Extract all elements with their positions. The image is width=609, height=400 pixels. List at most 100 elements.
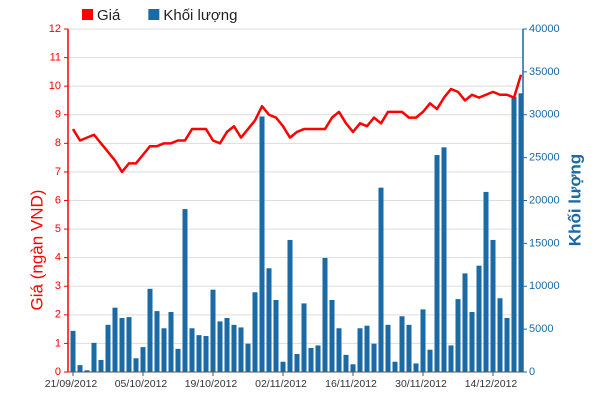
y-tick-label: 9 bbox=[55, 109, 61, 121]
y2-tick-label: 10000 bbox=[529, 280, 560, 292]
y2-tick-label: 0 bbox=[529, 366, 535, 378]
x-tick-label: 19/10/2012 bbox=[185, 378, 238, 390]
volume-bar bbox=[392, 361, 398, 372]
volume-bar bbox=[483, 191, 489, 372]
volume-bar bbox=[252, 292, 258, 372]
volume-bar bbox=[294, 353, 300, 372]
volume-bar bbox=[182, 209, 188, 372]
x-tick-label: 14/12/2012 bbox=[465, 378, 518, 390]
y-tick-label: 2 bbox=[55, 309, 61, 321]
volume-bar bbox=[511, 96, 517, 373]
x-tick-label: 21/09/2012 bbox=[45, 378, 98, 390]
volume-bar bbox=[406, 324, 412, 372]
y-tick-label: 10 bbox=[49, 80, 61, 92]
volume-bar bbox=[476, 265, 482, 372]
volume-bar bbox=[266, 268, 272, 372]
volume-bar bbox=[259, 116, 265, 372]
volume-bar bbox=[343, 354, 349, 372]
volume-bar bbox=[196, 335, 202, 372]
volume-bar bbox=[434, 155, 440, 372]
y-axis-label: Giá (ngàn VND) bbox=[27, 190, 46, 311]
volume-bar bbox=[357, 328, 363, 372]
volume-bar bbox=[119, 317, 125, 372]
volume-bar bbox=[518, 93, 524, 372]
volume-bar bbox=[441, 147, 447, 372]
volume-bar bbox=[140, 347, 146, 372]
volume-bar bbox=[336, 328, 342, 372]
y2-tick-label: 20000 bbox=[529, 194, 560, 206]
y-tick-label: 4 bbox=[55, 252, 61, 264]
volume-bar bbox=[455, 299, 461, 372]
volume-bar bbox=[280, 361, 286, 372]
volume-bar bbox=[133, 358, 139, 372]
volume-bar bbox=[70, 330, 76, 372]
volume-bar bbox=[413, 363, 419, 372]
volume-bar bbox=[161, 328, 167, 372]
volume-bar bbox=[385, 324, 391, 372]
x-tick-label: 05/10/2012 bbox=[115, 378, 168, 390]
y-tick-label: 7 bbox=[55, 166, 61, 178]
volume-bar bbox=[350, 364, 356, 372]
y-tick-label: 12 bbox=[49, 23, 61, 35]
y-tick-label: 8 bbox=[55, 137, 61, 149]
y2-tick-label: 5000 bbox=[529, 323, 553, 335]
volume-bar bbox=[112, 307, 118, 372]
y2-tick-label: 30000 bbox=[529, 109, 560, 121]
volume-bar bbox=[329, 299, 335, 372]
x-tick-label: 16/11/2012 bbox=[325, 378, 377, 390]
volume-bar bbox=[287, 239, 293, 372]
price-line bbox=[71, 74, 523, 174]
y2-tick-label: 35000 bbox=[529, 66, 560, 78]
y-tick-label: 5 bbox=[55, 223, 61, 235]
y2-tick-label: 15000 bbox=[529, 237, 560, 249]
volume-bar bbox=[189, 328, 195, 372]
volume-bar bbox=[427, 349, 433, 372]
volume-bar bbox=[84, 370, 90, 372]
volume-bar bbox=[217, 321, 223, 372]
volume-bar bbox=[378, 187, 384, 372]
y-tick-label: 6 bbox=[55, 194, 61, 206]
volume-bar bbox=[315, 345, 321, 372]
volume-bar bbox=[238, 327, 244, 372]
volume-bar bbox=[497, 298, 503, 372]
volume-bar bbox=[77, 365, 83, 372]
volume-bar bbox=[126, 317, 132, 372]
volume-bar bbox=[308, 347, 314, 372]
y-tick-label: 11 bbox=[50, 51, 61, 63]
volume-bar bbox=[231, 324, 237, 372]
volume-bar bbox=[301, 303, 307, 372]
volume-bar bbox=[469, 311, 475, 372]
volume-bar bbox=[203, 335, 209, 372]
y2-tick-label: 25000 bbox=[529, 152, 560, 164]
y2-axis-label: Khối lượng bbox=[565, 154, 584, 246]
volume-bar bbox=[504, 317, 510, 372]
x-tick-label: 30/11/2012 bbox=[395, 378, 447, 390]
volume-bar bbox=[420, 309, 426, 372]
y-tick-label: 1 bbox=[55, 337, 61, 349]
y-tick-label: 3 bbox=[55, 280, 61, 292]
volume-bar bbox=[462, 273, 468, 372]
volume-bar bbox=[175, 348, 181, 372]
y2-tick-label: 40000 bbox=[529, 23, 560, 35]
volume-bar bbox=[210, 289, 216, 372]
volume-bar bbox=[224, 317, 230, 372]
volume-bar bbox=[490, 239, 496, 372]
legend-label: Giá bbox=[97, 7, 121, 24]
legend-label: Khối lượng bbox=[163, 7, 237, 24]
volume-bar bbox=[364, 325, 370, 372]
legend-swatch bbox=[82, 9, 93, 20]
volume-bar bbox=[168, 311, 174, 372]
x-tick-label: 02/11/2012 bbox=[255, 378, 307, 390]
volume-bar bbox=[147, 288, 153, 372]
volume-bar bbox=[105, 324, 111, 372]
volume-bar bbox=[273, 299, 279, 372]
volume-bar bbox=[399, 316, 405, 372]
volume-bar bbox=[98, 359, 104, 372]
y-tick-label: 0 bbox=[55, 366, 61, 378]
volume-bar bbox=[245, 343, 251, 372]
volume-bar bbox=[91, 342, 97, 372]
volume-bar bbox=[322, 257, 328, 372]
volume-bar bbox=[154, 311, 160, 372]
volume-bar bbox=[448, 345, 454, 372]
